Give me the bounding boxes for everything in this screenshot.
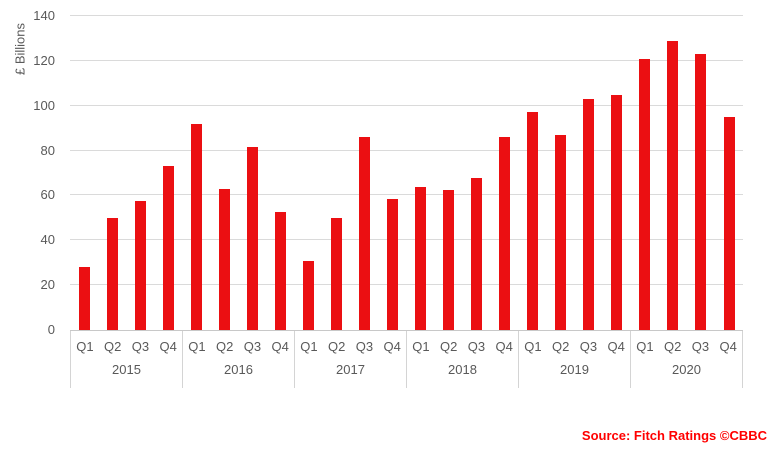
quarter-label: Q3 (355, 339, 374, 354)
plot-area (70, 15, 743, 331)
gridline (70, 239, 743, 241)
bar (555, 134, 567, 330)
bar (358, 137, 370, 330)
year-group: Q1 Q2 Q3 Q4 2020 (631, 331, 743, 388)
gridline (70, 149, 743, 151)
x-axis-band: Q1 Q2 Q3 Q4 2015 Q1 Q2 Q3 Q4 2016 Q1 Q2 Q3 Q4 2017 Q1 Q2… (70, 331, 743, 388)
y-tick-label: 120 (33, 52, 55, 68)
quarter-label: Q1 (300, 339, 318, 354)
bar (723, 116, 735, 330)
bar (387, 198, 398, 330)
quarter-label: Q3 (131, 339, 150, 354)
year-label: 2016 (224, 362, 253, 377)
gridline (70, 59, 743, 61)
quarter-label: Q2 (327, 339, 346, 354)
bar (583, 99, 595, 330)
bar (274, 212, 286, 330)
quarter-row: Q1 Q2 Q3 Q4 (407, 331, 518, 362)
y-tick-label: 80 (40, 142, 55, 158)
bar (499, 137, 511, 330)
bar (302, 260, 314, 330)
bar (611, 94, 623, 330)
year-group: Q1 Q2 Q3 Q4 2016 (183, 331, 295, 388)
quarter-label: Q1 (524, 339, 542, 354)
year-label: 2017 (336, 362, 365, 377)
quarter-row: Q1 Q2 Q3 Q4 (295, 331, 406, 362)
quarter-label: Q3 (467, 339, 486, 354)
quarter-label: Q1 (76, 339, 94, 354)
gridline (70, 194, 743, 196)
year-label: 2015 (112, 362, 141, 377)
y-tick-label: 60 (40, 187, 55, 203)
quarter-label: Q3 (691, 339, 710, 354)
quarter-label: Q4 (607, 339, 625, 354)
quarter-label: Q1 (188, 339, 206, 354)
quarter-label: Q4 (159, 339, 177, 354)
quarter-label: Q2 (439, 339, 458, 354)
bar (471, 177, 483, 330)
quarter-row: Q1 Q2 Q3 Q4 (183, 331, 294, 362)
bar (667, 40, 679, 330)
quarter-label: Q4 (383, 339, 401, 354)
bar (695, 54, 707, 330)
source-note: Source: Fitch Ratings ©CBBC (581, 428, 767, 443)
quarter-label: Q4 (271, 339, 289, 354)
bar (330, 217, 342, 330)
bar (106, 217, 118, 330)
bar (162, 166, 174, 330)
year-group: Q1 Q2 Q3 Q4 2019 (519, 331, 631, 388)
y-tick-label: 40 (40, 232, 55, 248)
year-label: 2018 (448, 362, 477, 377)
y-tick-label: 100 (33, 97, 55, 113)
bar (218, 188, 230, 330)
quarter-label: Q4 (495, 339, 513, 354)
quarter-label: Q3 (579, 339, 598, 354)
quarter-label: Q2 (551, 339, 570, 354)
quarter-row: Q1 Q2 Q3 Q4 (519, 331, 630, 362)
bar (415, 186, 426, 330)
y-tick-label: 0 (47, 322, 55, 337)
quarter-row: Q1 Q2 Q3 Q4 (71, 331, 182, 362)
bar (639, 58, 651, 330)
quarter-label: Q3 (243, 339, 262, 354)
quarter-row: Q1 Q2 Q3 Q4 (631, 331, 742, 362)
bar (134, 201, 146, 330)
quarter-label: Q1 (636, 339, 654, 354)
quarter-label: Q2 (663, 339, 682, 354)
year-label: 2020 (672, 362, 701, 377)
bar (443, 189, 455, 330)
gridline (70, 15, 743, 16)
gridline (70, 284, 743, 286)
year-group: Q1 Q2 Q3 Q4 2015 (71, 331, 183, 388)
year-group: Q1 Q2 Q3 Q4 2017 (295, 331, 407, 388)
y-tick-label: 140 (33, 8, 55, 23)
quarter-label: Q4 (719, 339, 737, 354)
quarter-label: Q2 (215, 339, 234, 354)
y-tick-label: 20 (40, 277, 55, 293)
bar (190, 123, 202, 330)
bar (527, 112, 539, 330)
year-label: 2019 (560, 362, 589, 377)
gridline (70, 104, 743, 106)
quarter-label: Q1 (412, 339, 430, 354)
quarter-label: Q2 (103, 339, 122, 354)
year-group: Q1 Q2 Q3 Q4 2018 (407, 331, 519, 388)
bar (246, 147, 258, 330)
bar (78, 267, 90, 330)
